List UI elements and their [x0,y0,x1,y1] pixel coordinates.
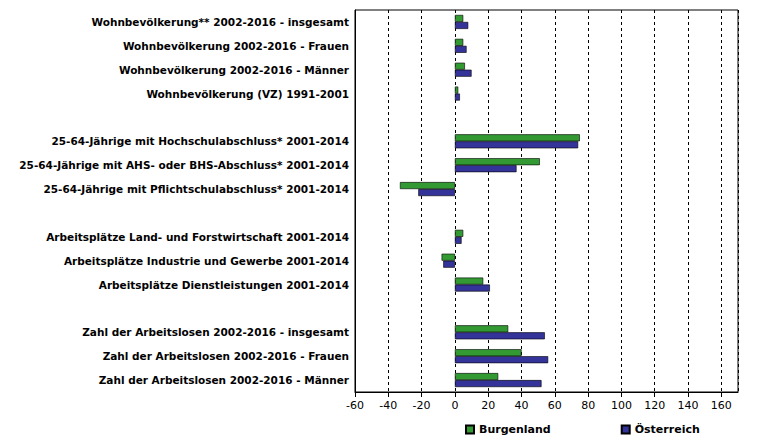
svg-text:0: 0 [451,399,458,412]
svg-text:Arbeitsplätze Industrie und Ge: Arbeitsplätze Industrie und Gewerbe 2001… [64,255,349,267]
svg-text:40: 40 [515,399,529,412]
svg-text:25-64-Jährige mit AHS- oder BH: 25-64-Jährige mit AHS- oder BHS-Abschlus… [19,159,349,171]
svg-text:160: 160 [711,399,732,412]
svg-text:Wohnbevölkerung 2002-2016 - Mä: Wohnbevölkerung 2002-2016 - Männer [119,64,350,76]
svg-text:Österreich: Österreich [635,422,700,436]
svg-text:140: 140 [678,399,699,412]
svg-text:-20: -20 [413,399,431,412]
svg-text:-60: -60 [346,399,364,412]
svg-text:25-64-Jährige mit Pflichtschul: 25-64-Jährige mit Pflichtschulabschluss*… [43,183,349,195]
svg-text:Arbeitsplätze Land- und Forstw: Arbeitsplätze Land- und Forstwirtschaft … [46,231,349,243]
svg-text:Wohnbevölkerung 2002-2016 - Fr: Wohnbevölkerung 2002-2016 - Frauen [123,40,349,52]
svg-text:Burgenland: Burgenland [479,423,551,436]
svg-text:Zahl der Arbeitslosen 2002-201: Zahl der Arbeitslosen 2002-2016 - Frauen [103,350,349,362]
svg-text:80: 80 [581,399,595,412]
svg-text:60: 60 [548,399,562,412]
svg-text:Zahl der Arbeitslosen 2002-201: Zahl der Arbeitslosen 2002-2016 - insges… [82,326,349,338]
svg-text:Zahl der Arbeitslosen 2002-201: Zahl der Arbeitslosen 2002-2016 - Männer [99,374,350,386]
svg-text:120: 120 [644,399,665,412]
svg-text:100: 100 [611,399,632,412]
svg-text:Wohnbevölkerung (VZ) 1991-2001: Wohnbevölkerung (VZ) 1991-2001 [146,88,349,100]
svg-text:25-64-Jährige mit Hochschulabs: 25-64-Jährige mit Hochschulabschluss* 20… [52,135,350,147]
svg-text:-40: -40 [379,399,397,412]
svg-text:Wohnbevölkerung** 2002-2016 -: Wohnbevölkerung** 2002-2016 - insgesamt [91,16,349,28]
svg-text:20: 20 [481,399,495,412]
svg-text:Arbeitsplätze Dienstleistungen: Arbeitsplätze Dienstleistungen 2001-2014 [99,279,349,291]
